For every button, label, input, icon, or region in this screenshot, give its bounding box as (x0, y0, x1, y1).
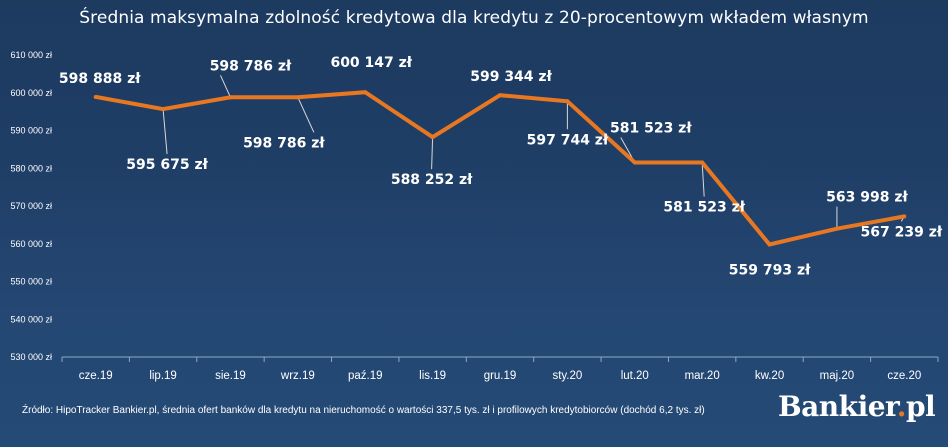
x-tick-label: lip.19 (149, 370, 177, 382)
y-tick-label: 530 000 zł (10, 352, 52, 362)
data-point (430, 135, 435, 140)
logo-suffix: pl (905, 390, 936, 423)
data-point (295, 95, 300, 100)
data-point (700, 160, 705, 165)
leader-line (220, 75, 231, 98)
y-tick-label: 550 000 zł (10, 277, 52, 287)
x-tick-label: lut.20 (621, 370, 649, 382)
data-point (228, 95, 233, 100)
data-point (161, 107, 166, 112)
x-axis: cze.19 lip.19 sie.19 wrz.19 paź.19 lis.19 gru.… (61, 356, 939, 382)
bankier-logo: Bankier.pl (778, 390, 936, 423)
x-tick-label: lis.19 (419, 370, 446, 382)
leader-line (431, 137, 434, 170)
x-tick-label: paź.19 (348, 370, 383, 382)
y-tick-label: 560 000 zł (10, 239, 52, 249)
x-tick-label: mar.20 (685, 370, 720, 382)
data-label: 598 786 zł (210, 58, 292, 74)
x-tick-label: maj.20 (820, 370, 855, 382)
data-point (834, 226, 839, 231)
data-label: 600 147 zł (330, 55, 412, 71)
data-label: 581 523 zł (663, 200, 745, 216)
x-tick-label: wrz.19 (280, 370, 315, 382)
x-tick-label: sie.19 (215, 370, 246, 382)
data-label: 559 793 zł (729, 263, 811, 279)
line-chart: 530 000 zł 540 000 zł 550 000 zł 560 000 zł… (10, 50, 943, 382)
data-point (902, 214, 907, 219)
x-tick-label: gru.19 (484, 370, 517, 382)
data-point (767, 242, 772, 247)
y-tick-label: 610 000 zł (10, 50, 52, 60)
y-axis: 530 000 zł 540 000 zł 550 000 zł 560 000 zł… (10, 50, 52, 362)
data-label: 598 786 zł (243, 135, 325, 151)
y-tick-label: 540 000 zł (10, 314, 52, 324)
data-label: 599 344 zł (470, 69, 552, 85)
leader-line (162, 109, 168, 155)
leader-line (297, 97, 315, 133)
x-tick-label: cze.19 (79, 370, 113, 382)
data-label: 563 998 zł (826, 190, 908, 206)
leader-line (701, 162, 705, 197)
data-point (565, 99, 570, 104)
data-series (93, 90, 907, 247)
logo-dot: . (896, 390, 907, 423)
y-tick-label: 570 000 zł (10, 201, 52, 211)
x-tick-label: kw.20 (755, 370, 784, 382)
data-label: 597 744 zł (527, 132, 609, 148)
series-line (95, 90, 905, 247)
y-tick-label: 590 000 zł (10, 126, 52, 136)
data-label: 588 252 zł (391, 172, 473, 188)
data-label: 581 523 zł (610, 121, 692, 137)
source-note: Źródło: HipoTracker Bankier.pl, średnia … (22, 405, 705, 416)
chart-title: Średnia maksymalna zdolność kredytowa dl… (79, 8, 869, 28)
data-point (93, 94, 98, 99)
y-tick-label: 580 000 zł (10, 163, 52, 173)
x-tick-label: cze.20 (887, 370, 921, 382)
data-label: 567 239 zł (861, 224, 943, 240)
data-point (498, 93, 502, 98)
x-tick-label: sty.20 (552, 370, 582, 382)
y-tick-label: 600 000 zł (10, 88, 52, 98)
data-labels: 598 888 zł 595 675 zł 598 786 zł 598 786 zł… (59, 55, 943, 278)
data-label: 598 888 zł (59, 71, 141, 87)
data-point (632, 160, 637, 165)
data-point (363, 90, 368, 95)
logo-text: Bankier (778, 390, 897, 423)
data-label: 595 675 zł (126, 157, 208, 173)
